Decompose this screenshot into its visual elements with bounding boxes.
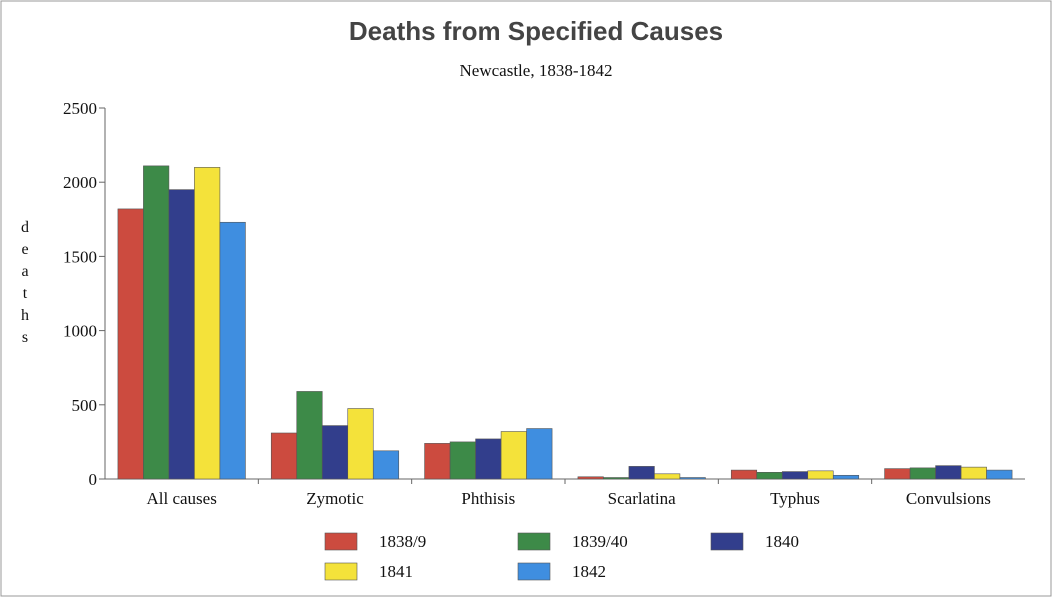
legend-label: 1838/9 <box>379 532 426 551</box>
bar <box>143 165 170 480</box>
y-axis-label-letter: a <box>21 263 28 280</box>
bar <box>781 471 809 480</box>
legend-label: 1839/40 <box>572 532 628 551</box>
x-tick-label: Scarlatina <box>608 489 676 508</box>
bar <box>628 466 655 480</box>
y-axis-label-letter: d <box>21 219 29 236</box>
x-tick-label: Convulsions <box>906 489 991 508</box>
bar <box>756 472 783 480</box>
bar <box>909 467 936 480</box>
bar <box>935 465 962 480</box>
bar <box>424 443 451 480</box>
bar <box>449 441 476 480</box>
legend-swatch <box>324 532 358 551</box>
bar <box>117 208 144 480</box>
legend-swatch <box>324 562 358 581</box>
bar <box>884 468 911 480</box>
y-axis-label-letter: h <box>21 307 29 324</box>
legend-swatch <box>517 532 551 551</box>
y-tick-label: 1500 <box>63 247 97 266</box>
y-tick-label: 2000 <box>63 173 97 192</box>
bar <box>219 221 246 480</box>
bars <box>117 165 1013 480</box>
bar <box>807 470 834 480</box>
bar <box>832 474 860 480</box>
legend-swatch <box>517 562 551 581</box>
y-tick-label: 0 <box>89 470 98 489</box>
bar <box>347 408 374 480</box>
x-tick-label: Phthisis <box>461 489 515 508</box>
axes: 0 500 1000 1500 2000 2500 <box>63 99 1025 489</box>
bar <box>321 425 349 480</box>
category-labels: All causes Zymotic Phthisis Scarlatina Typhu… <box>146 489 990 508</box>
bar <box>679 477 706 480</box>
legend: 1838/9 1839/40 1840 1841 1842 <box>324 532 799 581</box>
bar <box>577 476 604 480</box>
bar <box>500 431 527 480</box>
chart-subtitle: Newcastle, 1838-1842 <box>460 61 613 80</box>
bar <box>372 450 400 480</box>
bar <box>960 466 987 480</box>
bar <box>730 469 758 480</box>
y-axis-label-letter: t <box>23 285 28 302</box>
y-tick-label: 500 <box>72 396 98 415</box>
bar <box>168 189 195 480</box>
bar <box>526 428 553 480</box>
bar <box>603 477 630 480</box>
y-axis-label-letter: e <box>21 241 28 258</box>
chart-title: Deaths from Specified Causes <box>349 16 723 46</box>
legend-label: 1841 <box>379 562 413 581</box>
bar <box>654 473 681 480</box>
bar <box>986 469 1013 480</box>
y-axis-label-letter: s <box>22 329 28 346</box>
x-tick-label: Zymotic <box>306 489 364 508</box>
legend-label: 1842 <box>572 562 606 581</box>
bar <box>194 167 221 480</box>
bar <box>270 432 298 480</box>
y-tick-label: 1000 <box>63 322 97 341</box>
bar <box>475 438 502 480</box>
y-tick-label: 2500 <box>63 99 97 118</box>
x-tick-label: All causes <box>146 489 216 508</box>
legend-swatch <box>710 532 744 551</box>
x-tick-label: Typhus <box>770 489 820 508</box>
bar <box>296 391 323 480</box>
legend-label: 1840 <box>765 532 799 551</box>
